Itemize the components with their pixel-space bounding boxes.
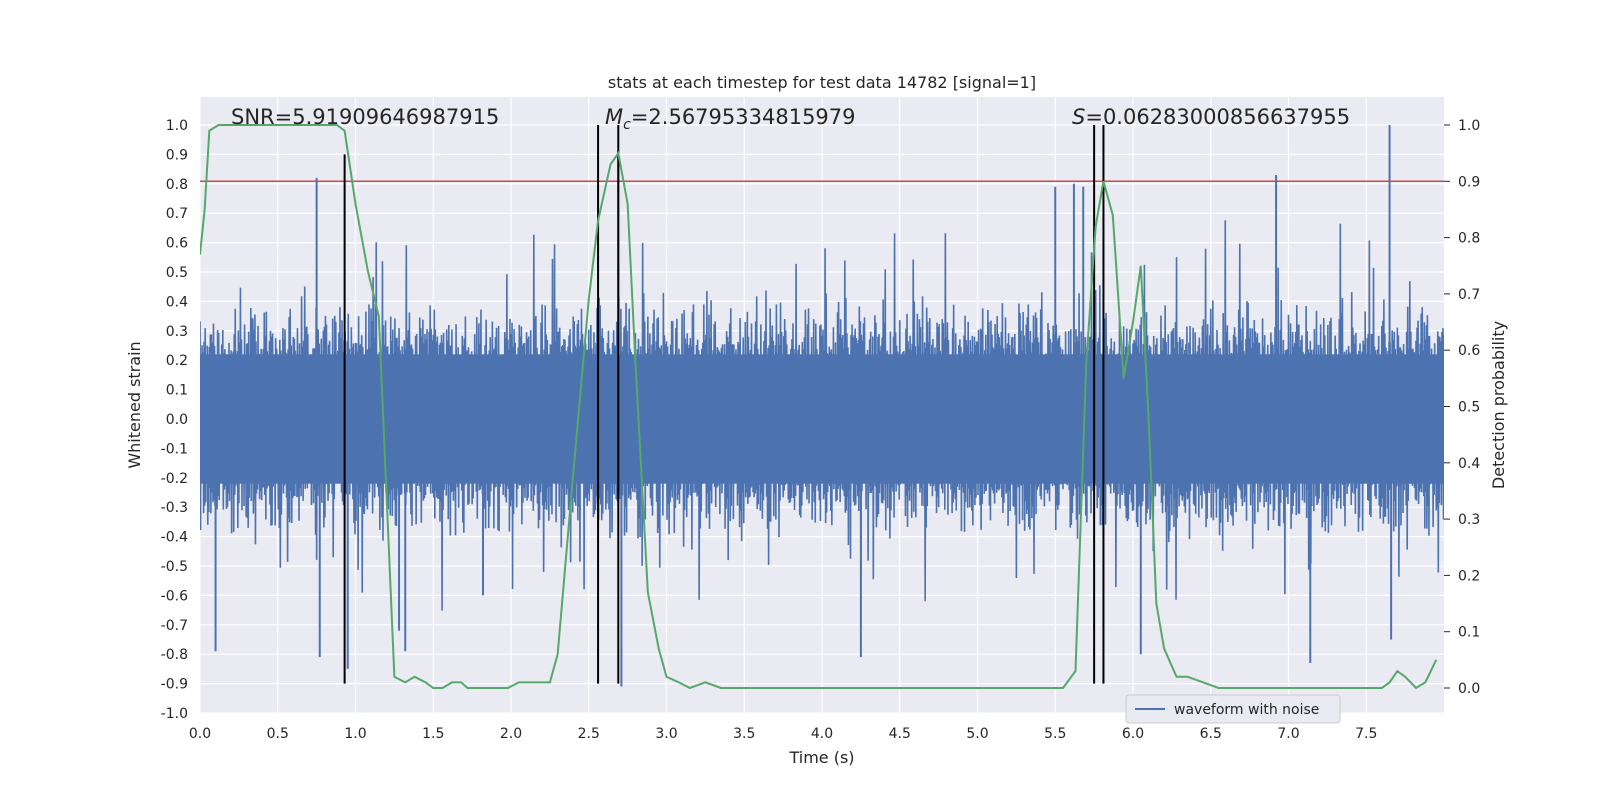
y-left-tick-labels: 1.0 0.9 0.8 0.7 0.6 0.5 0.4 0.3 0.2 0.1 0.0 -0.1 -0.… — [161, 118, 188, 722]
chirp-mass-symbol: M — [605, 105, 623, 129]
y-left-tick-label: 0.7 — [166, 206, 188, 222]
y-right-tick-label: 0.9 — [1458, 174, 1480, 190]
x-axis-label: Time (s) — [788, 748, 854, 767]
y-left-axis-label: Whitened strain — [125, 341, 144, 468]
y-right-axis-label: Detection probability — [1489, 321, 1508, 489]
y-right-tick-label: 0.5 — [1458, 400, 1480, 416]
x-tick-label: 6.5 — [1200, 726, 1222, 742]
y-left-tick-label: 0.9 — [166, 147, 188, 163]
x-tick-label: 6.0 — [1122, 726, 1144, 742]
legend-box — [1125, 694, 1341, 724]
x-tick-label: 3.5 — [733, 726, 755, 742]
chirp-mass-subscript: c — [623, 117, 631, 133]
y-right-tick-label: 1.0 — [1458, 118, 1480, 134]
y-right-tick-label: 0.8 — [1458, 231, 1480, 247]
y-right-tick-label: 0.6 — [1458, 343, 1480, 359]
spin-symbol: S — [1072, 105, 1085, 129]
y-left-tick-label: -1.0 — [161, 706, 188, 722]
y-left-tick-label: -0.6 — [161, 588, 188, 604]
y-left-tick-label: -0.4 — [161, 530, 188, 546]
probability-line — [200, 124, 1438, 690]
x-tick-label: 0.5 — [267, 726, 289, 742]
y-left-tick-label: -0.2 — [161, 471, 188, 487]
x-tick-label: 0.0 — [189, 726, 211, 742]
waveform-core — [200, 354, 1444, 484]
y-left-tick-label: -0.1 — [161, 441, 188, 457]
x-tick-label: 5.5 — [1044, 726, 1066, 742]
y-left-tick-label: 0.5 — [166, 265, 188, 281]
y-left-tick-label: -0.5 — [161, 559, 188, 575]
plot-area — [200, 124, 1444, 690]
y-left-tick-label: 0.3 — [166, 324, 188, 340]
y-left-tick-label: 0.6 — [166, 236, 188, 252]
spin-annotation: S=0.06283000856637955 — [1072, 105, 1350, 129]
x-tick-label: 5.0 — [966, 726, 988, 742]
y-left-tick-label: 0.0 — [166, 412, 188, 428]
y-right-tick-labels: 1.0 0.9 0.8 0.7 0.6 0.5 0.4 0.3 0.2 0.1 0.0 — [1444, 118, 1480, 697]
y-right-tick-label: 0.2 — [1458, 568, 1480, 584]
x-tick-label: 4.5 — [889, 726, 911, 742]
y-left-tick-label: 0.1 — [166, 383, 188, 399]
chirp-mass-annotation: Mc=2.56795334815979 — [605, 105, 856, 133]
x-tick-label: 2.5 — [578, 726, 600, 742]
x-tick-label: 7.5 — [1355, 726, 1377, 742]
y-right-tick-label: 0.0 — [1458, 681, 1480, 697]
y-left-tick-label: -0.8 — [161, 647, 188, 663]
y-left-tick-label: -0.7 — [161, 618, 188, 634]
y-left-tick-label: -0.9 — [161, 677, 188, 693]
x-tick-label: 3.0 — [655, 726, 677, 742]
chart-title: stats at each timestep for test data 147… — [608, 73, 1036, 92]
y-right-tick-label: 0.7 — [1458, 287, 1480, 303]
y-left-tick-label: -0.3 — [161, 500, 188, 516]
y-left-tick-label: 1.0 — [166, 118, 188, 134]
legend: waveform with noise — [1125, 694, 1341, 724]
chirp-mass-value: =2.56795334815979 — [631, 105, 856, 129]
waveform-line — [200, 220, 1444, 611]
x-tick-labels: 0.0 0.5 1.0 1.5 2.0 2.5 3.0 3.5 4.0 4.5 5.0 5.5 6.0 6… — [189, 726, 1378, 742]
y-left-tick-label: 0.8 — [166, 177, 188, 193]
y-left-tick-label: 0.4 — [166, 294, 188, 310]
waveform-series — [200, 125, 1444, 687]
probability-series — [200, 124, 1438, 690]
x-tick-label: 4.0 — [811, 726, 833, 742]
x-tick-label: 1.5 — [422, 726, 444, 742]
x-tick-label: 7.0 — [1277, 726, 1299, 742]
x-tick-label: 2.0 — [500, 726, 522, 742]
x-tick-label: 1.0 — [344, 726, 366, 742]
y-right-tick-label: 0.3 — [1458, 512, 1480, 528]
y-right-tick-label: 0.1 — [1458, 625, 1480, 641]
spin-value: =0.06283000856637955 — [1085, 105, 1350, 129]
snr-annotation: SNR=5.91909646987915 — [231, 105, 499, 129]
y-left-tick-label: 0.2 — [166, 353, 188, 369]
legend-label: waveform with noise — [1174, 702, 1319, 718]
y-right-tick-label: 0.4 — [1458, 456, 1480, 472]
